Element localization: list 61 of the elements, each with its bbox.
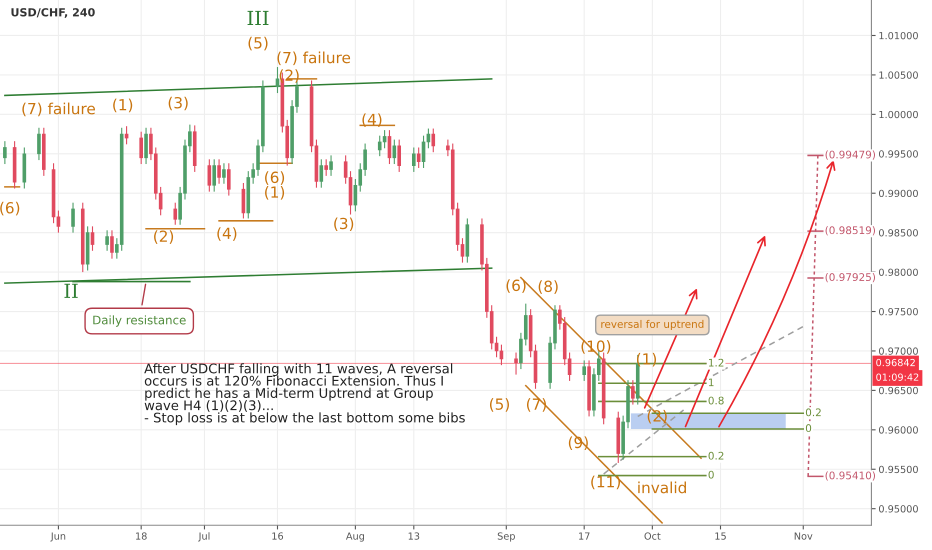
annotation: (3) (334, 217, 354, 232)
annotation: invalid (638, 482, 686, 494)
y-tick-label: 1.01000 (879, 32, 918, 40)
annotation: (1) (113, 98, 132, 112)
y-tick-label: 0.95500 (879, 466, 918, 474)
series-label: 0 (806, 424, 812, 432)
x-tick-label: Sep (498, 532, 515, 542)
text: USD/CHF, 240 (11, 8, 95, 18)
annotation: Daily resistance (93, 315, 186, 327)
series-label: (0.99479) (826, 150, 875, 160)
x-tick-label: 13 (408, 532, 420, 540)
x-tick-label: Jun (50, 532, 66, 542)
y-tick-label: 0.99500 (879, 150, 918, 158)
annotation: (7) failure (277, 52, 350, 66)
ref-line-label: 0.96842 (876, 358, 915, 366)
annotation: (1) (265, 186, 284, 200)
x-tick-label: 18 (136, 532, 147, 540)
annotation: (7) (526, 398, 546, 412)
annotation: After USDCHF falling with 11 waves, A reversal occurs is at 120% Fibonacci Extension. Thus I predict he has a Mid-term Uptrend at Group wave H4 (1)(2)(3)... - Stop loss is at below the last bottom some bibs (144, 363, 465, 426)
annotation: (8) (538, 280, 558, 294)
annotation: (7) failure (22, 102, 95, 116)
annotation: reversal for uptrend (601, 320, 704, 330)
y-tick-label: 1.00000 (879, 110, 918, 118)
annotation: III (248, 10, 268, 25)
annotation: (2) (154, 230, 174, 244)
y-tick-label: 0.97500 (879, 308, 918, 316)
series-label: (0.98519) (826, 226, 875, 236)
annotation: (6) (265, 171, 284, 185)
series-label: 0.2 (806, 408, 821, 416)
x-tick-label: 15 (715, 532, 726, 540)
series-label: 1.2 (708, 358, 724, 366)
y-tick-label: 1.00500 (879, 71, 918, 79)
x-tick-label: Nov (794, 532, 812, 540)
y-tick-label: 0.98500 (879, 229, 918, 236)
annotation: (6) (506, 279, 526, 293)
x-tick-label: Oct (644, 532, 661, 540)
x-tick-label: 16 (272, 532, 284, 540)
annotation: (5) (490, 398, 509, 412)
y-tick-label: 0.97000 (879, 347, 918, 355)
x-tick-label: Aug (346, 532, 364, 542)
series-label: (0.95410) (826, 471, 875, 481)
text: 01:09:42 (876, 373, 918, 381)
y-tick-label: 0.95000 (879, 505, 918, 513)
y-tick-label: 0.96500 (879, 386, 918, 394)
annotation: II (64, 284, 78, 298)
x-tick-label: Jul (198, 532, 210, 542)
series-label: 0 (708, 470, 714, 479)
annotation: (11) (591, 476, 620, 490)
annotation: (3) (168, 96, 188, 110)
x-tick-label: 17 (579, 532, 590, 540)
series-label: (0.97925) (826, 272, 875, 282)
annotation: (4) (362, 113, 382, 127)
y-tick-label: 0.98000 (879, 268, 918, 276)
annotation: (6) (0, 202, 20, 216)
annotation: (4) (217, 227, 236, 241)
series-label: 1 (708, 378, 714, 386)
y-tick-label: 0.99000 (879, 190, 918, 198)
y-tick-label: 0.96000 (879, 426, 918, 434)
series-label: 0.2 (708, 452, 724, 460)
series-label: 0.8 (708, 396, 724, 404)
annotation: (5) (248, 36, 268, 50)
